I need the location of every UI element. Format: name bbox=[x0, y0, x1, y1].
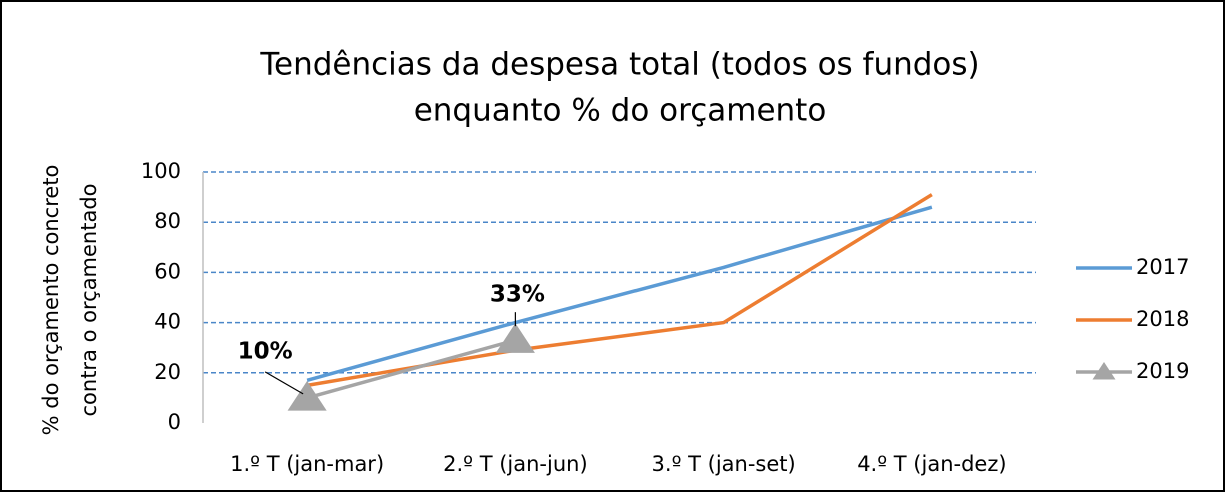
y-tick-label: 20 bbox=[154, 360, 181, 384]
y-tick-label: 80 bbox=[154, 209, 181, 233]
x-tick-label: 4.º T (jan-dez) bbox=[857, 452, 1006, 476]
point-marker bbox=[495, 323, 535, 353]
y-tick-label: 60 bbox=[154, 259, 181, 283]
chart-title: enquanto % do orçamento bbox=[414, 93, 827, 129]
data-label: 33% bbox=[490, 282, 545, 308]
x-tick-label: 2.º T (jan-jun) bbox=[443, 452, 588, 476]
y-axis-title-line: contra o orçamentado bbox=[77, 183, 101, 416]
legend-label: 2017 bbox=[1136, 255, 1189, 279]
series-line bbox=[306, 193, 933, 388]
y-tick-label: 40 bbox=[154, 310, 181, 334]
series-line bbox=[306, 338, 516, 400]
x-tick-label: 1.º T (jan-mar) bbox=[230, 452, 384, 476]
y-axis-title: % do orçamento concreto contra o orçamen… bbox=[39, 165, 101, 436]
series-line bbox=[306, 205, 933, 383]
y-tick-label: 0 bbox=[168, 410, 181, 434]
y-tick-label: 100 bbox=[141, 159, 181, 183]
leader-line bbox=[264, 371, 304, 395]
chart-title: Tendências da despesa total (todos os fu… bbox=[259, 47, 979, 83]
legend-label: 2018 bbox=[1136, 307, 1189, 331]
data-label: 10% bbox=[238, 338, 293, 364]
y-axis-title-line: % do orçamento concreto bbox=[39, 165, 63, 436]
x-tick-label: 3.º T (jan-set) bbox=[652, 452, 796, 476]
point-marker bbox=[287, 380, 327, 411]
legend-marker bbox=[1092, 362, 1116, 380]
legend-label: 2019 bbox=[1136, 359, 1189, 383]
